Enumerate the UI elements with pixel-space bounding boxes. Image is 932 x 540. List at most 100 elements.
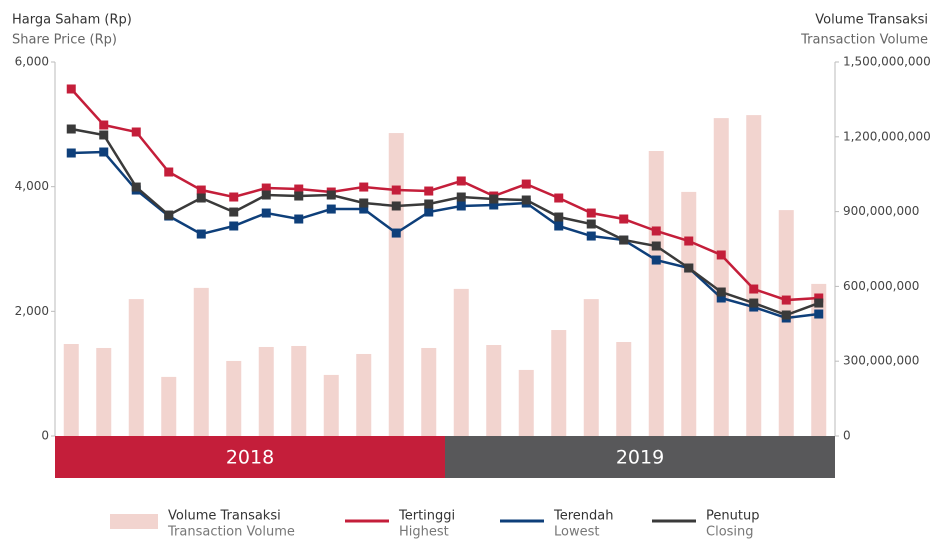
price-marker xyxy=(196,193,206,203)
y2-tick-label: 900,000,000 xyxy=(843,204,919,218)
price-marker xyxy=(294,184,304,194)
volume-bar xyxy=(681,191,697,436)
volume-bar xyxy=(746,115,762,436)
y-tick-label: 4,000 xyxy=(15,179,49,193)
price-marker xyxy=(391,228,401,238)
price-marker xyxy=(749,284,759,294)
price-marker xyxy=(229,207,239,217)
year-band xyxy=(445,436,835,478)
price-marker xyxy=(66,84,76,94)
price-marker xyxy=(99,130,109,140)
price-marker xyxy=(586,231,596,241)
legend-label: Terendah xyxy=(553,509,613,524)
volume-bar xyxy=(193,287,209,436)
volume-bar xyxy=(63,343,79,436)
price-marker xyxy=(651,255,661,265)
y2-tick-label: 0 xyxy=(843,429,851,443)
y2-tick-label: 1,500,000,000 xyxy=(843,55,931,69)
volume-bar xyxy=(226,360,242,436)
year-band xyxy=(55,436,445,478)
legend-label-en: Closing xyxy=(706,525,754,540)
y2-tick-label: 600,000,000 xyxy=(843,279,919,293)
price-marker xyxy=(391,185,401,195)
price-marker xyxy=(391,201,401,211)
price-marker xyxy=(359,182,369,192)
volume-bar xyxy=(128,299,144,436)
year-label: 2019 xyxy=(616,447,664,469)
price-marker xyxy=(749,298,759,308)
price-marker xyxy=(489,194,499,204)
price-marker xyxy=(814,293,824,303)
volume-bar xyxy=(486,344,502,436)
price-marker xyxy=(651,226,661,236)
volume-bar xyxy=(583,299,599,436)
price-marker xyxy=(261,208,271,218)
price-line xyxy=(71,127,820,317)
volume-bar xyxy=(96,347,112,436)
volume-bar xyxy=(291,345,307,436)
price-marker xyxy=(781,295,791,305)
price-marker xyxy=(294,191,304,201)
price-marker xyxy=(326,204,336,214)
price-marker xyxy=(359,198,369,208)
y-tick-label: 2,000 xyxy=(15,304,49,318)
volume-bar xyxy=(811,283,827,436)
volume-bar xyxy=(616,342,632,436)
price-marker xyxy=(456,176,466,186)
price-marker xyxy=(164,167,174,177)
price-marker xyxy=(586,208,596,218)
price-marker xyxy=(326,190,336,200)
volume-bar xyxy=(551,330,567,436)
price-marker xyxy=(619,235,629,245)
price-marker xyxy=(814,298,824,308)
year-label: 2018 xyxy=(226,447,274,469)
price-marker xyxy=(684,263,694,273)
legend-label-en: Lowest xyxy=(554,525,599,540)
y-title: Harga Saham (Rp) xyxy=(12,13,132,28)
price-marker xyxy=(99,120,109,130)
volume-bar xyxy=(453,288,469,436)
price-marker xyxy=(554,212,564,222)
price-marker xyxy=(651,241,661,251)
price-marker xyxy=(554,221,564,231)
volume-bar xyxy=(648,151,664,436)
price-marker xyxy=(131,127,141,137)
price-marker xyxy=(521,179,531,189)
y-subtitle: Share Price (Rp) xyxy=(12,33,117,48)
y2-tick-label: 300,000,000 xyxy=(843,354,919,368)
price-marker xyxy=(684,236,694,246)
volume-bar xyxy=(421,347,437,436)
price-marker xyxy=(489,200,499,210)
price-marker xyxy=(229,192,239,202)
price-marker xyxy=(359,204,369,214)
price-marker xyxy=(716,250,726,260)
price-marker xyxy=(456,201,466,211)
volume-bar xyxy=(258,346,274,436)
price-marker xyxy=(424,186,434,196)
legend-label-en: Highest xyxy=(399,525,449,540)
legend-label: Volume Transaksi xyxy=(168,509,281,524)
price-marker xyxy=(716,293,726,303)
price-marker xyxy=(424,207,434,217)
y-tick-label: 6,000 xyxy=(15,55,49,69)
price-marker xyxy=(66,124,76,134)
price-marker xyxy=(196,229,206,239)
price-marker xyxy=(619,214,629,224)
price-marker xyxy=(456,192,466,202)
legend-label: Tertinggi xyxy=(398,509,455,524)
volume-bar xyxy=(713,118,729,436)
price-marker xyxy=(164,210,174,220)
y2-tick-label: 1,200,000,000 xyxy=(843,129,931,143)
price-marker xyxy=(521,195,531,205)
volume-bar xyxy=(356,353,372,436)
price-line xyxy=(70,88,819,302)
price-marker xyxy=(814,309,824,319)
price-marker xyxy=(294,214,304,224)
price-marker xyxy=(196,185,206,195)
y2-title: Volume Transaksi xyxy=(815,13,928,28)
volume-bar xyxy=(323,374,339,436)
price-marker xyxy=(261,190,271,200)
volume-bar xyxy=(518,369,534,436)
legend-label: Penutup xyxy=(706,509,759,524)
